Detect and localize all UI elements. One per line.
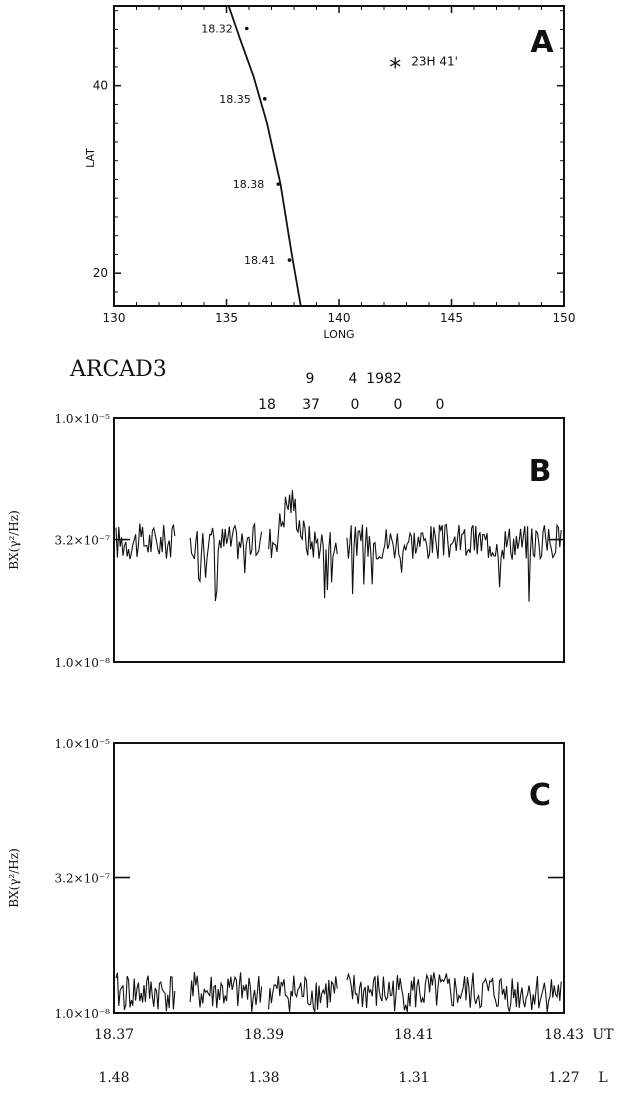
panel-b-y-ticks: 1.0×10⁻⁵ 3.2×10⁻⁷ 1.0×10⁻⁸ xyxy=(54,412,564,670)
time-second: 0 xyxy=(351,397,360,413)
time-hour: 18 xyxy=(258,397,276,413)
spectral-trace xyxy=(115,972,562,1013)
date-year: 1982 xyxy=(366,371,402,387)
time-minute: 37 xyxy=(302,397,320,413)
x-tick-label: 130 xyxy=(103,311,126,325)
time-marker-dot xyxy=(262,97,267,101)
l-value-label: 1.38 xyxy=(248,1070,279,1086)
ut-tick-label: 18.37 xyxy=(94,1027,134,1043)
panel-a-frame xyxy=(113,5,565,307)
time-field-4: 0 xyxy=(394,397,403,413)
ut-unit-label: UT xyxy=(592,1027,614,1043)
x-tick-label: 140 xyxy=(328,311,351,325)
y-tick-label: 1.0×10⁻⁸ xyxy=(54,656,110,670)
star-marker: * xyxy=(389,53,401,81)
l-value-label: 1.27 xyxy=(548,1070,579,1086)
time-marker-label: 18.35 xyxy=(219,93,251,106)
time-marker-label: 18.32 xyxy=(201,23,233,36)
time-field-5: 0 xyxy=(436,397,445,413)
panel-a-ticks: 130 135 140 145 150 20 40 xyxy=(93,6,576,325)
panel-a-xlabel: LONG xyxy=(323,328,354,341)
panel-c-y-ticks: 1.0×10⁻⁵ 3.2×10⁻⁷ 1.0×10⁻⁸ xyxy=(54,737,564,1021)
time-row: 18 37 0 0 0 xyxy=(258,397,444,413)
panel-c-frame xyxy=(113,742,565,1014)
l-value-label: 1.31 xyxy=(398,1070,429,1086)
satellite-name: ARCAD3 xyxy=(69,357,167,382)
panel-b-frame xyxy=(113,417,565,663)
panel-b-trace xyxy=(115,490,562,602)
star-label: 23H 41' xyxy=(411,54,458,68)
panel-a-track: 18.32 18.35 18.38 18.41 xyxy=(201,5,302,307)
panel-c-ylabel: BX(γ²/Hz) xyxy=(7,848,21,908)
y-tick-label: 40 xyxy=(93,79,108,93)
x-tick-label: 150 xyxy=(553,311,576,325)
panel-c-trace xyxy=(115,972,562,1013)
time-marker-label: 18.38 xyxy=(233,178,265,191)
panel-a-label: A xyxy=(530,25,554,60)
y-tick-label: 1.0×10⁻⁸ xyxy=(54,1007,110,1021)
l-value-label: 1.48 xyxy=(98,1070,129,1086)
y-tick-label: 3.2×10⁻⁷ xyxy=(54,872,110,886)
time-marker-label: 18.41 xyxy=(244,254,276,267)
l-unit-label: L xyxy=(598,1070,607,1086)
panel-c-label: C xyxy=(529,778,551,813)
orbit-track-line xyxy=(227,5,302,307)
date-month: 4 xyxy=(349,371,358,387)
y-tick-label: 1.0×10⁻⁵ xyxy=(54,412,110,426)
time-marker-dot xyxy=(287,258,292,262)
ut-tick-label: 18.43 xyxy=(544,1027,584,1043)
spectral-trace xyxy=(115,490,562,602)
x-tick-label: 135 xyxy=(215,311,238,325)
y-tick-label: 20 xyxy=(93,266,108,280)
panel-a-ylabel: LAT xyxy=(84,148,97,168)
x-tick-label: 145 xyxy=(440,311,463,325)
ut-tick-label: 18.41 xyxy=(394,1027,434,1043)
ut-tick-label: 18.39 xyxy=(244,1027,284,1043)
y-tick-label: 1.0×10⁻⁵ xyxy=(54,737,110,751)
date-row: 9 4 1982 xyxy=(306,371,402,387)
date-day: 9 xyxy=(306,371,315,387)
panel-b-ylabel: BX(γ²/Hz) xyxy=(7,510,21,570)
panel-c-x-ticks: 18.37 1.48 18.39 1.38 18.41 1.31 18.43 1.27 xyxy=(94,1027,584,1086)
time-marker-dot xyxy=(276,182,281,186)
y-tick-label: 3.2×10⁻⁷ xyxy=(54,534,110,548)
panel-b-label: B xyxy=(529,454,552,489)
time-marker-dot xyxy=(244,26,249,31)
